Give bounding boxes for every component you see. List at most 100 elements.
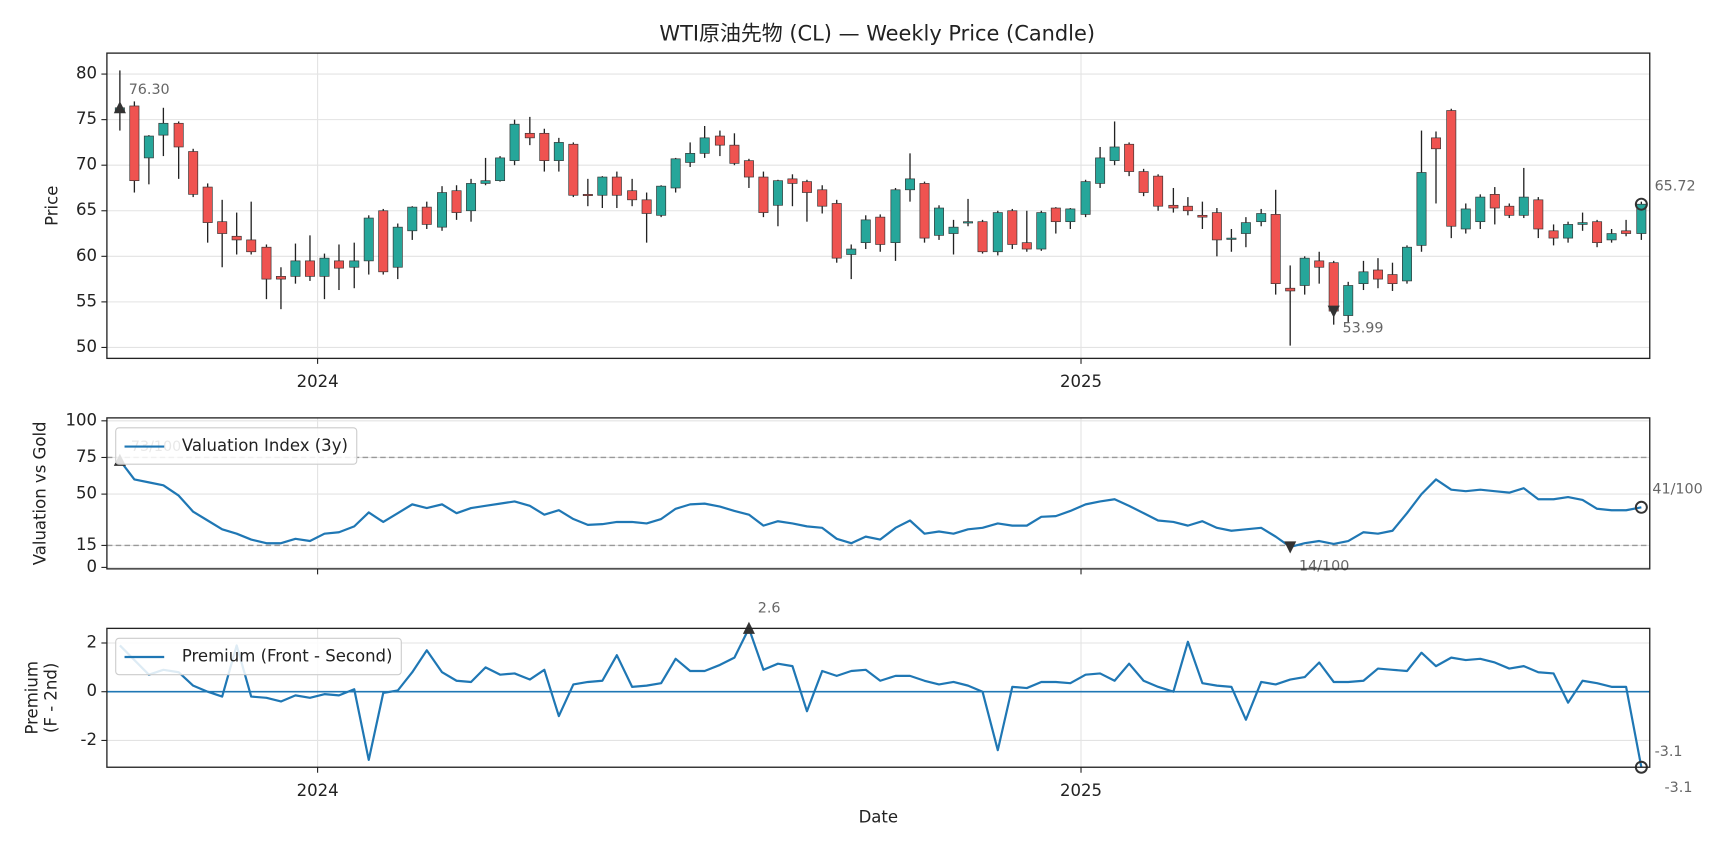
y-tick-label: 0 — [86, 681, 97, 700]
candle-body — [553, 142, 564, 161]
chart-title: WTI原油先物 (CL) — Weekly Price (Candle) — [659, 21, 1095, 45]
axes-frame — [106, 417, 1651, 570]
candle-body — [1577, 222, 1588, 225]
candle-body — [363, 217, 374, 262]
candle-body — [495, 157, 506, 182]
y-axis-label: Premium — [23, 661, 42, 735]
candle-body — [451, 190, 462, 213]
candle-body — [963, 221, 973, 224]
candle-body — [611, 176, 622, 196]
y-tick-label: 65 — [76, 200, 97, 219]
candle-body — [1226, 237, 1237, 240]
candle-body — [597, 176, 608, 196]
candle-body — [1402, 246, 1412, 282]
candle-body — [509, 123, 520, 161]
candle-body — [714, 135, 725, 146]
candle-body — [1416, 172, 1427, 246]
candle-body — [1240, 222, 1251, 234]
candle-body — [1050, 207, 1061, 223]
candle-body — [217, 221, 228, 234]
candle-body — [143, 135, 154, 159]
candle-body — [1563, 224, 1574, 239]
candle-body — [685, 153, 696, 163]
candle-body — [1475, 196, 1486, 223]
legend-label: Valuation Index (3y) — [182, 436, 348, 455]
candle-body — [992, 212, 1003, 253]
candle-body — [772, 180, 783, 206]
candle-body — [831, 203, 842, 259]
candle-body — [275, 276, 286, 280]
candle-body — [948, 226, 959, 234]
candle-body — [349, 260, 360, 268]
candle-body — [1138, 171, 1149, 193]
candle-body — [466, 183, 477, 212]
annotation-label: 14/100 — [1299, 559, 1349, 575]
candle-body — [480, 180, 491, 184]
annotation-marker — [1284, 541, 1297, 554]
x-tick-label: 2025 — [1060, 372, 1102, 391]
candle-body — [1285, 287, 1296, 292]
candle-body — [801, 181, 812, 193]
candle-body — [860, 219, 871, 243]
y-tick-label: 15 — [76, 535, 97, 554]
candle-body — [787, 178, 798, 184]
candle-body — [524, 132, 535, 139]
panel: 50 55 60 65 70 75 80 2024 2025 Price 76.30 53.99 65.… — [42, 52, 1696, 391]
candle-body — [1548, 230, 1559, 239]
annotation-marker — [1634, 500, 1648, 514]
candle-body — [817, 189, 828, 207]
candle-body — [977, 221, 988, 253]
candle-body — [246, 239, 257, 253]
y-tick-label: -2 — [81, 730, 97, 749]
candle-body — [202, 186, 213, 223]
annotation-label: 53.99 — [1343, 321, 1384, 337]
candle-body — [334, 260, 344, 269]
annotation-marker — [113, 101, 126, 114]
legend-box — [115, 427, 358, 465]
candle-body — [582, 194, 593, 197]
candle-body — [1518, 196, 1529, 216]
candle-body — [656, 185, 667, 216]
candle-body — [905, 178, 915, 191]
candle-body — [290, 260, 301, 277]
candle-body — [261, 246, 272, 280]
legend: Premium (Front - Second) — [115, 637, 402, 676]
candle-body — [1270, 214, 1281, 284]
candle-body — [1328, 262, 1339, 312]
y-tick-label: 75 — [76, 447, 97, 466]
candle-body — [627, 190, 638, 201]
annotation-label: 65.72 — [1655, 179, 1696, 195]
candle-body — [129, 105, 140, 182]
y-tick-label: 2 — [86, 632, 97, 651]
candle-body — [1168, 204, 1179, 209]
candle-body — [846, 248, 857, 255]
candle-body — [1460, 208, 1471, 230]
axes-frame — [106, 52, 1651, 360]
candle-body — [407, 206, 418, 232]
candle-body — [890, 189, 901, 243]
candle-body — [568, 143, 579, 196]
y-tick-label: 60 — [76, 246, 97, 265]
x-tick-label: 2024 — [297, 781, 339, 800]
candle-body — [729, 144, 740, 164]
candle-body — [304, 260, 315, 277]
x-axis-label: Date — [859, 807, 898, 826]
y-tick-label: 50 — [76, 337, 97, 356]
y-axis-label: Valuation vs Gold — [30, 421, 49, 565]
candle-body — [1109, 146, 1120, 161]
panel: -2 0 2 2024 2025 Premium (F - 2nd) Date 2.6 -3.1 -… — [23, 601, 1693, 827]
candle-body — [1124, 143, 1135, 172]
y-tick-label: 0 — [86, 557, 97, 576]
candle-body — [1606, 233, 1617, 241]
candle-body — [1021, 242, 1032, 250]
candle-body — [1489, 194, 1500, 209]
candle-body — [1446, 110, 1457, 227]
candle-body — [173, 122, 184, 148]
x-tick-label: 2025 — [1060, 781, 1102, 800]
candle-body — [699, 137, 710, 154]
y-tick-label: 50 — [76, 484, 97, 503]
candle-body — [934, 207, 944, 236]
candle-body — [1153, 175, 1164, 207]
